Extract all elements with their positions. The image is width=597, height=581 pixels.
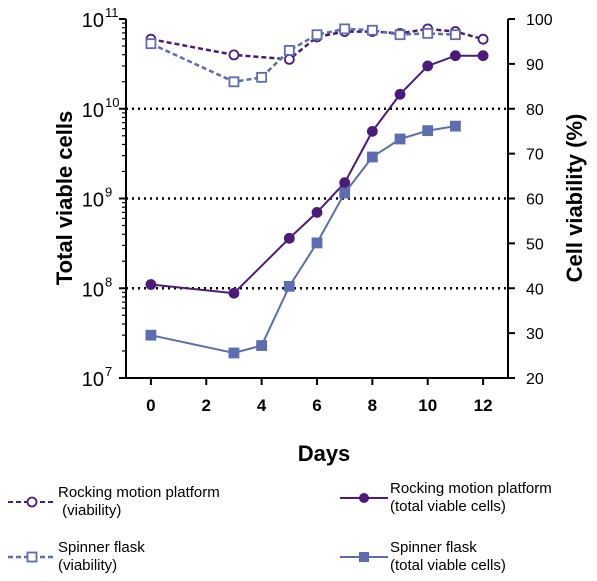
data-point <box>450 29 461 41</box>
solid-filled-square-legend-icon <box>340 552 388 562</box>
x-tick-label: 0 <box>146 396 155 415</box>
data-point <box>366 24 378 36</box>
data-point <box>145 329 157 341</box>
legend-label: Rocking motion platform (viability) <box>58 484 220 519</box>
legend-label: Rocking motion platform (total viable cel… <box>390 480 552 515</box>
series-line <box>150 27 484 61</box>
x-tick-label: 10 <box>418 396 437 415</box>
data-point <box>145 38 157 50</box>
right-tick-label: 40 <box>526 281 544 298</box>
data-point <box>228 347 240 359</box>
dashed-open-square-legend-icon <box>8 551 56 563</box>
series-line <box>150 125 456 355</box>
legend-item-rocking-viability: Rocking motion platform (viability) <box>6 484 220 520</box>
data-point <box>311 29 323 41</box>
right-tick-label: 50 <box>526 236 544 253</box>
left-tick-exponent: 10 <box>105 95 119 110</box>
data-point <box>366 125 378 137</box>
data-point <box>256 340 268 351</box>
data-point <box>339 187 351 199</box>
data-point <box>422 27 434 39</box>
right-tick-label: 20 <box>526 371 544 388</box>
data-point <box>283 45 295 56</box>
data-point <box>450 120 461 132</box>
y-axis-label-right: Cell viability (%) <box>562 114 587 283</box>
left-tick-label: 10 <box>82 190 104 212</box>
y-axis-label-left: Total viable cells <box>52 111 77 285</box>
data-point <box>145 279 157 290</box>
series-line <box>150 54 484 295</box>
data-point <box>283 232 295 244</box>
data-point <box>366 151 378 163</box>
legend-item-spinner-cells: Spinner flask (total viable cells) <box>338 539 506 575</box>
right-tick-label: 60 <box>526 192 544 209</box>
data-point <box>394 133 406 145</box>
series-3 <box>145 120 461 359</box>
left-tick-exponent: 11 <box>105 5 119 20</box>
data-point <box>228 49 240 61</box>
data-point <box>228 76 240 88</box>
data-point <box>228 287 240 299</box>
reference-lines <box>126 107 508 290</box>
data-point <box>394 29 406 41</box>
x-tick-label: 12 <box>474 396 493 415</box>
x-tick-label: 2 <box>202 396 211 415</box>
data-point <box>450 50 461 62</box>
dashed-open-circle-legend-icon <box>8 496 56 508</box>
left-tick-label: 10 <box>82 10 104 32</box>
right-tick-label: 30 <box>526 326 544 343</box>
series-2 <box>145 50 489 299</box>
right-tick-label: 100 <box>526 12 553 29</box>
right-tick-label: 80 <box>526 102 544 119</box>
left-tick-exponent: 7 <box>105 364 112 379</box>
left-tick-label: 10 <box>82 100 104 122</box>
data-point <box>422 60 434 72</box>
left-tick-label: 10 <box>82 279 104 301</box>
legend-label: Spinner flask (viability) <box>58 539 145 574</box>
data-point <box>477 50 489 62</box>
data-point <box>256 71 268 83</box>
legend-item-rocking-cells: Rocking motion platform (total viable cel… <box>338 480 552 516</box>
data-point <box>283 280 295 292</box>
data-point <box>422 125 434 137</box>
x-tick-label: 4 <box>257 396 267 415</box>
data-point <box>311 237 323 249</box>
left-tick-label: 10 <box>82 369 104 391</box>
x-axis-ticks: 0 2 4 6 8 10 12 <box>146 378 493 415</box>
x-axis-label: Days <box>298 441 351 466</box>
x-tick-label: 6 <box>312 396 321 415</box>
data-point <box>311 207 323 218</box>
series-1 <box>145 23 461 88</box>
x-tick-label: 8 <box>368 396 377 415</box>
data-point <box>394 88 406 100</box>
right-tick-label: 70 <box>526 147 544 164</box>
solid-filled-circle-legend-icon <box>340 493 388 503</box>
left-tick-exponent: 9 <box>105 185 112 200</box>
series-layer <box>145 23 489 359</box>
data-point <box>477 33 489 45</box>
data-point <box>339 177 351 189</box>
series-line <box>150 27 456 84</box>
right-axis-ticks: 20 30 40 50 60 70 80 90 100 <box>508 12 553 388</box>
legend: Rocking motion platform (viability) Spin… <box>0 470 597 581</box>
legend-item-spinner-viability: Spinner flask (viability) <box>6 539 145 575</box>
left-tick-exponent: 8 <box>105 274 112 289</box>
data-point <box>339 23 351 35</box>
right-tick-label: 90 <box>526 57 544 74</box>
data-point <box>283 53 295 65</box>
legend-label: Spinner flask (total viable cells) <box>390 539 506 574</box>
